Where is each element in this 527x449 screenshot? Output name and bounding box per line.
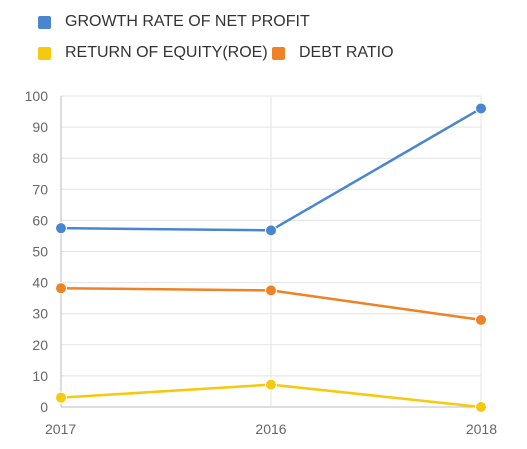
data-point-debt-ratio-2016: [265, 284, 277, 297]
data-point-roe-2017: [55, 391, 67, 404]
data-point-growth-rate-2018: [475, 102, 487, 115]
data-point-growth-rate-2016: [265, 224, 277, 237]
y-tick-label-20: 20: [32, 337, 48, 353]
legend: GROWTH RATE OF NET PROFIT RETURN OF EQUI…: [0, 0, 527, 70]
legend-swatch-growth-rate: [38, 15, 51, 29]
data-point-debt-ratio-2018: [475, 313, 487, 326]
y-tick-label-80: 80: [32, 150, 48, 166]
legend-label-debt-ratio: DEBT RATIO: [299, 44, 394, 61]
y-tick-label-70: 70: [32, 181, 48, 197]
axis-layer: 0 10 20 30 40 50 60 70 80 90 100 2017 2016 2018: [25, 88, 498, 437]
y-tick-label-50: 50: [32, 244, 48, 260]
data-point-growth-rate-2017: [55, 222, 67, 235]
legend-item-roe[interactable]: RETURN OF EQUITY(ROE): [38, 43, 268, 63]
y-tick-label-40: 40: [32, 275, 48, 291]
y-tick-label-90: 90: [32, 119, 48, 135]
data-point-roe-2016: [265, 378, 277, 391]
y-tick-label-60: 60: [32, 212, 48, 228]
y-tick-label-100: 100: [25, 88, 49, 104]
y-tick-label-0: 0: [40, 399, 48, 415]
data-point-roe-2018: [475, 401, 487, 413]
series-layer: [55, 102, 487, 413]
x-tick-label-2018: 2018: [466, 421, 497, 437]
y-tick-label-10: 10: [32, 368, 48, 384]
grid-layer: [60, 95, 482, 408]
legend-label-roe: RETURN OF EQUITY(ROE): [65, 44, 268, 61]
legend-item-debt-ratio[interactable]: DEBT RATIO: [272, 43, 394, 63]
legend-swatch-debt-ratio: [272, 46, 285, 60]
y-tick-label-30: 30: [32, 306, 48, 322]
legend-item-growth-rate[interactable]: GROWTH RATE OF NET PROFIT: [38, 12, 310, 32]
data-point-debt-ratio-2017: [55, 282, 67, 295]
x-tick-label-2016: 2016: [255, 421, 286, 437]
legend-label-growth-rate: GROWTH RATE OF NET PROFIT: [65, 13, 310, 30]
x-tick-label-2017: 2017: [45, 421, 76, 437]
legend-swatch-roe: [38, 46, 51, 60]
